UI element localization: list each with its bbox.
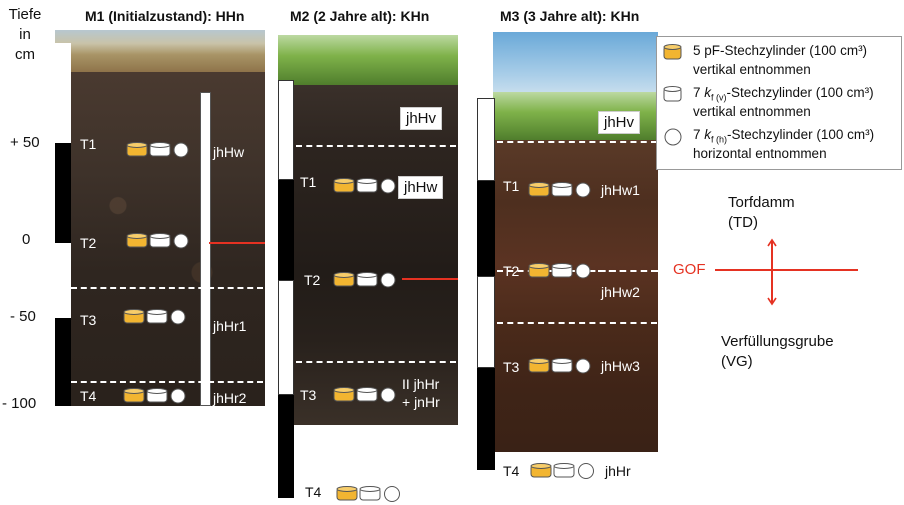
verfuellungsgrube-label: Verfüllungsgrube [721, 333, 834, 350]
m1-t1-sample-icons [126, 142, 189, 158]
axis-tick-minus50: - 50 [10, 308, 36, 325]
m1-boundary-2 [71, 381, 263, 383]
legend-item-3-k: k [704, 127, 712, 142]
m2-sample-t1: T1 [300, 174, 317, 190]
torfdamm-label: Torfdamm [728, 194, 795, 211]
m2-boundary-1 [296, 145, 456, 147]
m3-sky [493, 32, 658, 102]
legend-item-2-line2: vertikal entnommen [693, 104, 811, 119]
m3-horizon-jhhw1: jhHw1 [601, 182, 640, 198]
m1-gof-line [209, 242, 265, 244]
m2-gof-line [402, 278, 458, 280]
legend-item-3-rest: -Stechzylinder (100 cm³) [727, 127, 875, 142]
m2-scale-bar [278, 80, 294, 498]
m3-horizon-jhhw2: jhHw2 [601, 284, 640, 300]
m3-sample-t3: T3 [503, 359, 520, 375]
m3-sample-t1: T1 [503, 178, 520, 194]
profile-m1-photo [55, 30, 265, 406]
m3-horizon-jhhr: jhHr [605, 463, 631, 479]
m2-sample-t2: T2 [304, 272, 321, 288]
m1-sample-t3: T3 [80, 312, 97, 328]
m1-sample-t4: T4 [80, 388, 97, 404]
m2-grass [278, 35, 458, 87]
white-circle-icon [664, 128, 682, 146]
gof-label: GOF [673, 261, 706, 278]
m1-measuring-ruler [200, 92, 211, 406]
axis-title-line3: cm [15, 46, 35, 63]
legend-item-3-sub: f (h) [711, 134, 728, 145]
profile-m2-title: M2 (2 Jahre alt): KHn [290, 8, 430, 24]
legend-item-1-line2: vertikal entnommen [693, 62, 811, 77]
axis-title: Tiefe in cm [8, 5, 42, 65]
m1-t2-sample-icons [126, 233, 189, 249]
legend-item-1-line1: 5 pF-Stechzylinder (100 cm³) [693, 43, 868, 58]
m2-t3-sample-icons [333, 387, 396, 403]
axis-tick-minus100: - 100 [2, 395, 37, 412]
verfuellungsgrube-abbrev: (VG) [721, 353, 753, 370]
m3-boundary-1 [497, 141, 657, 143]
legend-item-2-prefix: 7 [693, 85, 705, 100]
m2-t1-sample-icons [333, 178, 396, 194]
legend-item-2-line1: 7 kf (v)-Stechzylinder (100 cm³) [693, 85, 874, 106]
m3-scale-bar [477, 98, 495, 470]
axis-tick-0: 0 [22, 231, 31, 248]
m1-scale-bar [55, 43, 71, 406]
legend-item-3-line2: horizontal entnommen [693, 146, 827, 161]
axis-title-line1: Tiefe [8, 6, 42, 23]
legend-item-2-k: k [704, 85, 712, 100]
m1-horizon-jhhw: jhHw [213, 144, 245, 160]
m1-boundary-1 [71, 287, 263, 289]
m1-sample-t1: T1 [80, 136, 97, 152]
m3-horizon-jhhv: jhHv [598, 111, 641, 134]
m3-boundary-3 [497, 322, 657, 324]
legend-item-2-rest: -Stechzylinder (100 cm³) [726, 85, 874, 100]
m1-t3-sample-icons [123, 309, 186, 325]
gof-line [715, 269, 858, 271]
m2-horizon-jhhv: jhHv [400, 107, 443, 130]
m2-boundary-2 [296, 361, 456, 363]
legend-box: 5 pF-Stechzylinder (100 cm³) vertikal en… [656, 36, 902, 170]
orange-cylinder-icon [663, 44, 682, 60]
m3-t4-sample-icons [530, 463, 594, 479]
profile-m3-photo [493, 32, 658, 452]
legend-item-2-sub: f (v) [711, 92, 727, 103]
m2-t4-sample-icons [336, 486, 400, 502]
m2-horizon-iijhhr: II jhHr [402, 376, 440, 392]
m3-t3-sample-icons [528, 358, 591, 374]
m2-t2-sample-icons [333, 272, 396, 288]
m3-sample-t2: T2 [503, 263, 520, 279]
m3-horizon-jhhw3: jhHw3 [601, 358, 640, 374]
legend-item-3-line1: 7 kf (h)-Stechzylinder (100 cm³) [693, 127, 874, 148]
m2-soil [278, 85, 458, 425]
profile-m1-title: M1 (Initialzustand): HHn [85, 8, 245, 24]
axis-title-line2: in [19, 26, 31, 43]
m3-t2-sample-icons [528, 263, 591, 279]
m1-sample-t2: T2 [80, 235, 97, 251]
m2-sample-t3: T3 [300, 387, 317, 403]
m2-sample-t4: T4 [305, 484, 322, 500]
up-down-arrow-icon [767, 238, 777, 306]
profile-m3-title: M3 (3 Jahre alt): KHn [500, 8, 640, 24]
m3-t1-sample-icons [528, 182, 591, 198]
white-cylinder-icon [663, 86, 682, 102]
m3-gof-dash [598, 270, 658, 272]
m3-soil [493, 140, 658, 452]
m1-t4-sample-icons [123, 388, 186, 404]
profile-m2-photo [278, 35, 458, 425]
m2-horizon-jhhw: jhHw [398, 176, 444, 199]
m1-field-background [55, 30, 265, 75]
m1-horizon-jhhr2: jhHr2 [213, 390, 247, 406]
torfdamm-abbrev: (TD) [728, 214, 758, 231]
legend-item-3-prefix: 7 [693, 127, 705, 142]
axis-tick-plus50: + 50 [10, 134, 40, 151]
m3-sample-t4: T4 [503, 463, 520, 479]
m2-horizon-jnhr: + jnHr [402, 394, 440, 410]
m1-horizon-jhhr1: jhHr1 [213, 318, 247, 334]
